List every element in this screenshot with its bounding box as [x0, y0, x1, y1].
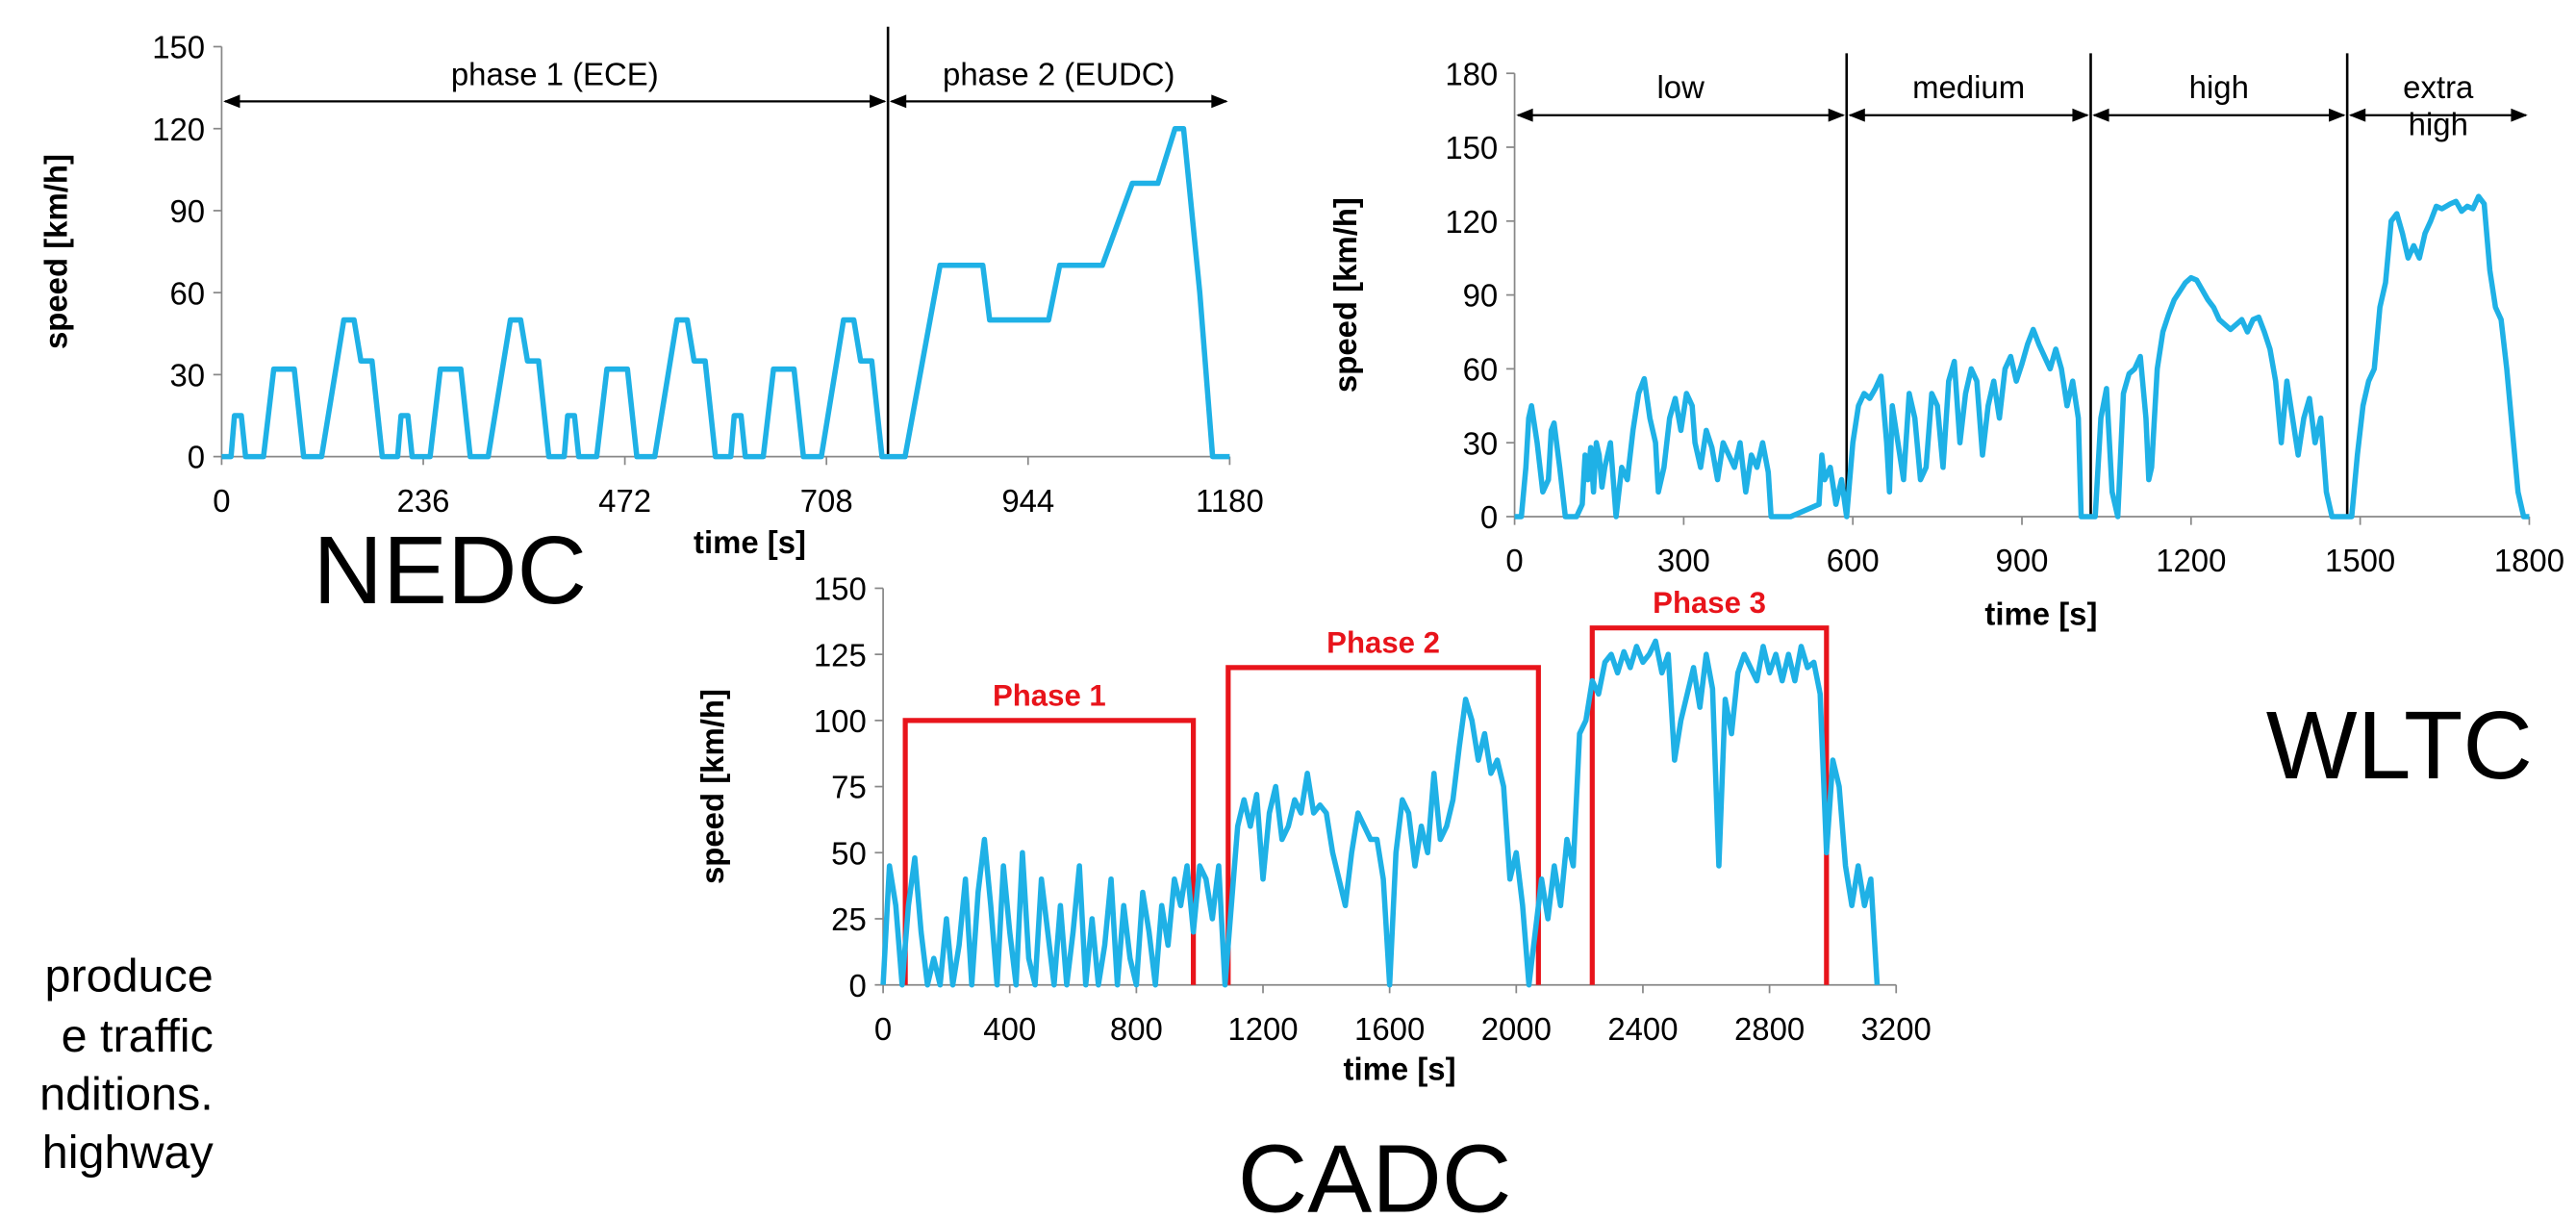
arrow-head [1848, 108, 1865, 122]
x-tick-label: 944 [1001, 483, 1054, 519]
text-fragment: highway [42, 1127, 215, 1179]
y-tick-label: 120 [152, 112, 205, 147]
x-tick-label: 2400 [1607, 1011, 1678, 1047]
phase-label: low [1656, 71, 1705, 108]
phase-label-box: low [1656, 71, 1705, 108]
arrow-head [1516, 108, 1533, 122]
y-tick-label: 150 [1445, 130, 1498, 165]
y-tick-label: 120 [1445, 204, 1498, 240]
arrow-head [2348, 108, 2366, 122]
y-tick-label: 90 [169, 193, 205, 229]
x-tick-label: 1200 [1227, 1011, 1298, 1047]
x-tick-label: 1200 [2156, 543, 2226, 578]
x-tick-label: 3200 [1861, 1011, 1932, 1047]
text-fragment: e traffic [62, 1010, 214, 1062]
y-axis-label: speed [km/h] [38, 154, 73, 349]
y-tick-label: 50 [831, 835, 867, 871]
arrow-head [1828, 108, 1846, 122]
phase-box [1225, 665, 1541, 985]
y-tick-label: 0 [188, 440, 205, 475]
x-tick-label: 600 [1827, 543, 1880, 578]
y-tick-label: 100 [814, 703, 867, 739]
phase-label: phase 2 (EUDC) [943, 58, 1175, 93]
x-axis-label: time [s] [694, 524, 806, 560]
y-axis-label: speed [km/h] [1327, 197, 1363, 393]
arrow-head [889, 94, 907, 109]
chart-title: CADC [1238, 1125, 1512, 1213]
y-tick-label: 150 [814, 571, 867, 607]
y-tick-label: 125 [814, 637, 867, 672]
y-tick-label: 180 [1445, 56, 1498, 91]
phase-label: phase 1 (ECE) [450, 58, 659, 93]
chart-title: NEDC [313, 517, 587, 624]
arrow-head [2511, 108, 2528, 122]
x-axis-label: time [s] [1344, 1051, 1456, 1086]
speed-line [221, 125, 1230, 460]
arrow-head [2329, 108, 2346, 122]
phase-label: Phase 3 [1653, 586, 1766, 620]
y-tick-label: 90 [1463, 278, 1499, 314]
x-tick-label: 0 [874, 1011, 892, 1047]
arrow-head [223, 94, 240, 109]
x-tick-label: 300 [1657, 543, 1710, 578]
arrow-head [870, 94, 887, 109]
phase-label-box: high [2188, 71, 2249, 108]
speed-line [880, 638, 1881, 988]
y-tick-label: 150 [152, 30, 205, 65]
text-fragment: produce [44, 951, 213, 1002]
arrow-head [2092, 108, 2109, 122]
y-tick-label: 30 [169, 358, 205, 393]
x-axis-label: time [s] [1984, 596, 2097, 632]
phase-label-box: medium [1912, 71, 2026, 108]
phase-box [902, 718, 1197, 985]
x-tick-label: 2000 [1481, 1011, 1552, 1047]
text-fragment: nditions. [39, 1069, 214, 1121]
x-tick-label: 2800 [1734, 1011, 1805, 1047]
y-tick-label: 0 [848, 968, 866, 1003]
x-tick-label: 900 [1996, 543, 2049, 578]
x-tick-label: 1180 [1196, 483, 1264, 519]
x-tick-label: 0 [1505, 543, 1523, 578]
phase-label-box: phase 1 (ECE) [450, 58, 659, 93]
y-axis-label: speed [km/h] [695, 689, 730, 884]
chart-title: WLTC [2266, 692, 2533, 799]
phase-label: high [2188, 71, 2249, 108]
x-tick-label: 1500 [2325, 543, 2395, 578]
speed-line [1514, 193, 2530, 520]
y-tick-label: 60 [1463, 352, 1499, 388]
phase-label: extra high [2403, 71, 2474, 144]
arrow-head [1211, 94, 1228, 109]
x-tick-label: 472 [598, 483, 651, 519]
y-tick-label: 75 [831, 770, 867, 805]
x-tick-label: 1600 [1354, 1011, 1425, 1047]
y-tick-label: 25 [831, 901, 867, 937]
phase-label-box: extra high [2403, 71, 2474, 144]
x-tick-label: 0 [213, 483, 230, 519]
x-tick-label: 800 [1110, 1011, 1163, 1047]
phase-label-box: phase 2 (EUDC) [943, 58, 1175, 93]
phase-label: medium [1912, 71, 2026, 108]
x-tick-label: 400 [983, 1011, 1036, 1047]
y-tick-label: 60 [169, 275, 205, 311]
x-tick-label: 1800 [2494, 543, 2564, 578]
arrow-head [2072, 108, 2089, 122]
y-tick-label: 0 [1480, 499, 1498, 535]
x-tick-label: 236 [397, 483, 450, 519]
y-tick-label: 30 [1463, 425, 1499, 461]
phase-label: Phase 1 [993, 678, 1106, 712]
x-tick-label: 708 [800, 483, 853, 519]
phase-label: Phase 2 [1326, 625, 1440, 659]
